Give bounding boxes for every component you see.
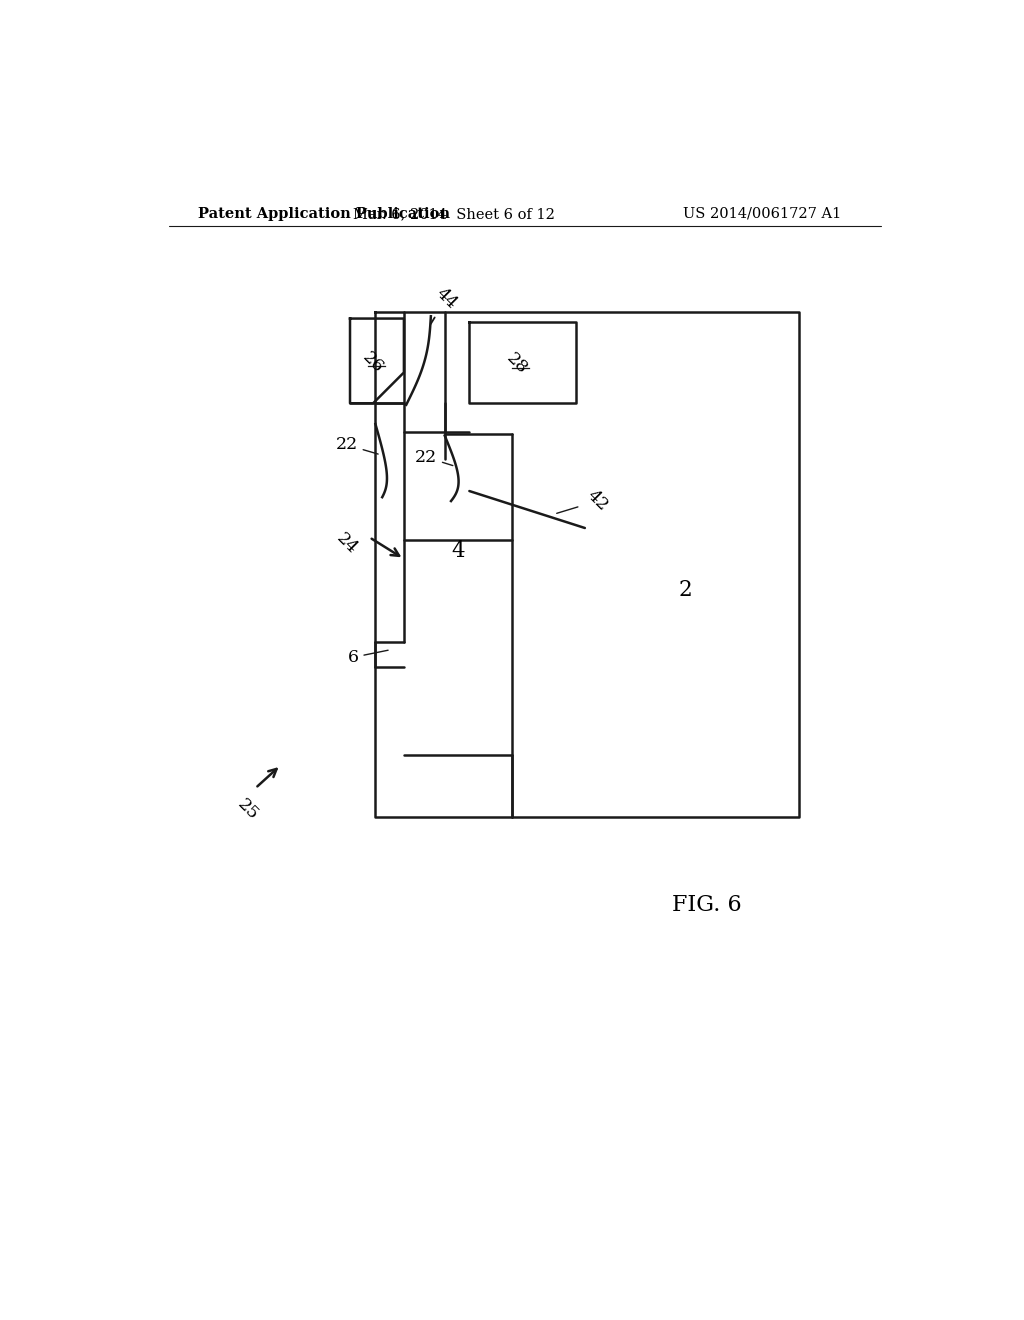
Text: US 2014/0061727 A1: US 2014/0061727 A1: [683, 207, 841, 220]
Text: 4: 4: [451, 540, 465, 562]
Text: 22: 22: [336, 437, 378, 454]
Text: 2: 2: [678, 578, 692, 601]
Text: 26: 26: [359, 348, 387, 376]
Text: 28: 28: [503, 350, 530, 378]
Text: 44: 44: [431, 285, 460, 323]
Text: 24: 24: [333, 529, 360, 557]
Text: 6: 6: [347, 649, 388, 665]
Text: 22: 22: [415, 449, 453, 466]
Text: 42: 42: [557, 487, 611, 515]
Text: Patent Application Publication: Patent Application Publication: [199, 207, 451, 220]
Text: 25: 25: [233, 796, 261, 824]
Text: FIG. 6: FIG. 6: [672, 895, 741, 916]
Text: Mar. 6, 2014  Sheet 6 of 12: Mar. 6, 2014 Sheet 6 of 12: [353, 207, 555, 220]
